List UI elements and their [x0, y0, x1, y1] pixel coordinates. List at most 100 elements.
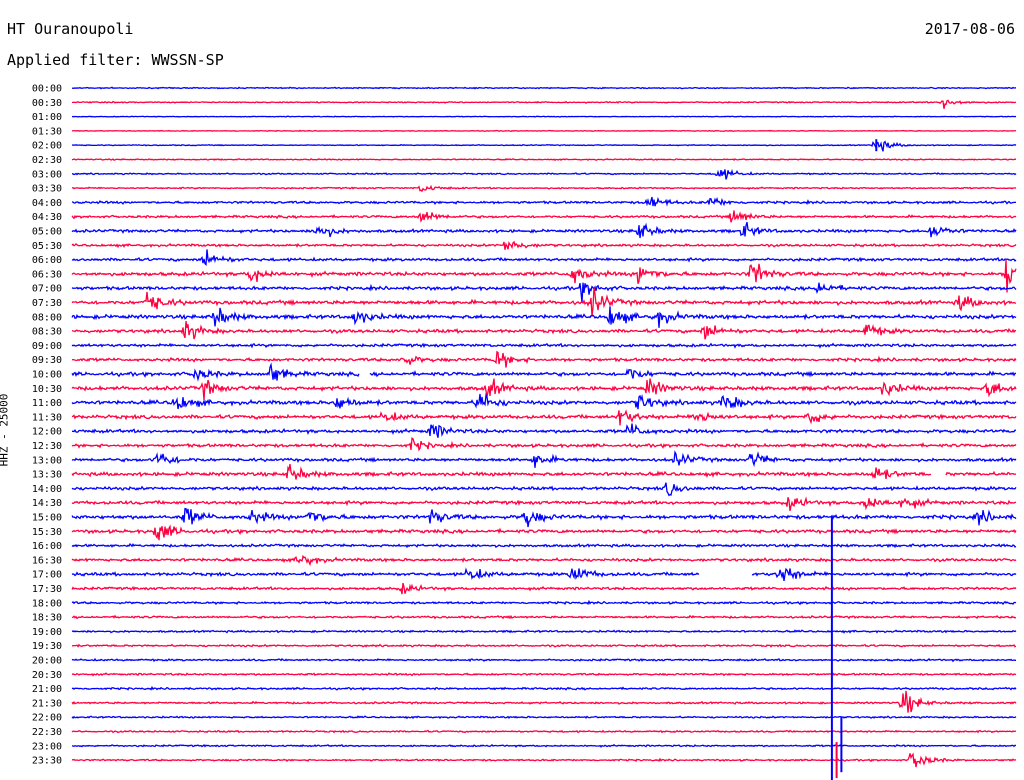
- row-time-label: 11:30: [32, 412, 62, 423]
- row-time-label: 23:30: [32, 756, 62, 767]
- trace-row: [71, 690, 1017, 713]
- station-title: HT Ouranoupoli: [7, 20, 134, 38]
- row-time-label: 04:00: [32, 198, 62, 209]
- row-time-label: 02:30: [32, 155, 62, 166]
- row-time-label: 02:00: [32, 141, 62, 152]
- trace-row: [71, 715, 1017, 720]
- trace-row: [71, 567, 1017, 582]
- row-time-label: 14:00: [32, 484, 62, 495]
- row-time-label: 22:00: [32, 713, 62, 724]
- trace-row: [71, 554, 1017, 567]
- row-time-label: 05:30: [32, 241, 62, 252]
- row-time-label: 10:30: [32, 384, 62, 395]
- row-time-label: 19:00: [32, 627, 62, 638]
- row-time-label: 14:30: [32, 498, 62, 509]
- filter-label: Applied filter: WWSSN-SP: [7, 51, 224, 69]
- trace-row: [71, 643, 1017, 648]
- row-time-label: 01:00: [32, 112, 62, 123]
- row-time-label: 04:30: [32, 212, 62, 223]
- row-time-label: 09:30: [32, 355, 62, 366]
- row-time-label: 21:00: [32, 684, 62, 695]
- row-time-label: 00:00: [32, 84, 62, 95]
- row-time-label: 16:30: [32, 555, 62, 566]
- row-time-label: 17:00: [32, 570, 62, 581]
- trace-row: [71, 752, 1017, 768]
- trace-row: [71, 437, 1017, 452]
- trace-row: [71, 524, 1017, 541]
- trace-row: [71, 409, 1017, 426]
- trace-row: [71, 115, 1017, 118]
- row-time-label: 06:30: [32, 269, 62, 280]
- trace-row: [71, 259, 1017, 293]
- trace-row: [71, 287, 1017, 317]
- trace-row: [71, 657, 1017, 663]
- trace-row: [71, 423, 1017, 438]
- row-time-label: 13:00: [32, 455, 62, 466]
- row-time-label: 09:00: [32, 341, 62, 352]
- row-time-label: 19:30: [32, 641, 62, 652]
- row-time-label: 16:00: [32, 541, 62, 552]
- trace-row: [71, 629, 1017, 634]
- trace-row: [71, 542, 1017, 549]
- trace-row: [71, 282, 1017, 303]
- trace-row: [71, 342, 1017, 349]
- row-time-label: 17:30: [32, 584, 62, 595]
- row-time-label: 20:30: [32, 670, 62, 681]
- trace-row: [71, 463, 1017, 480]
- row-time-label: 18:00: [32, 598, 62, 609]
- trace-row: [71, 743, 1017, 748]
- row-time-label: 22:30: [32, 727, 62, 738]
- trace-row: [71, 99, 1017, 109]
- row-time-label: 05:00: [32, 227, 62, 238]
- row-time-label: 10:00: [32, 370, 62, 381]
- row-time-label: 01:30: [32, 126, 62, 137]
- trace-row: [71, 582, 1017, 595]
- row-time-label: 20:00: [32, 656, 62, 667]
- trace-row: [71, 482, 1017, 497]
- row-time-label: 23:00: [32, 741, 62, 752]
- trace-row: [71, 392, 1017, 410]
- date-label: 2017-08-06: [924, 20, 1015, 38]
- row-time-label: 07:00: [32, 284, 62, 295]
- row-time-label: 03:00: [32, 169, 62, 180]
- row-time-label: 12:00: [32, 427, 62, 438]
- trace-row: [71, 210, 1017, 223]
- trace-row: [71, 221, 1017, 239]
- trace-row: [71, 129, 1017, 133]
- trace-row: [71, 614, 1017, 620]
- trace-row: [71, 249, 1017, 267]
- row-time-label: 03:30: [32, 184, 62, 195]
- trace-row: [71, 140, 1017, 152]
- row-time-label: 18:30: [32, 613, 62, 624]
- trace-row: [71, 158, 1017, 162]
- trace-row: [71, 685, 1017, 691]
- row-time-label: 11:00: [32, 398, 62, 409]
- trace-row: [71, 507, 1017, 528]
- row-time-label: 06:00: [32, 255, 62, 266]
- row-time-label: 12:30: [32, 441, 62, 452]
- row-time-label: 21:30: [32, 698, 62, 709]
- trace-row: [71, 168, 1017, 180]
- row-time-label: 00:30: [32, 98, 62, 109]
- row-time-label: 15:30: [32, 527, 62, 538]
- trace-row: [71, 240, 1017, 250]
- trace-row: [71, 86, 1017, 90]
- trace-row: [71, 306, 1017, 328]
- trace-row: [71, 184, 1017, 193]
- trace-row: [71, 350, 1017, 368]
- row-time-label: 08:30: [32, 327, 62, 338]
- trace-row: [71, 599, 1017, 606]
- trace-row: [71, 321, 1017, 340]
- trace-row: [71, 496, 1017, 512]
- trace-row: [71, 378, 1017, 401]
- row-time-label: 13:30: [32, 470, 62, 481]
- row-time-label: 07:30: [32, 298, 62, 309]
- trace-row: [71, 672, 1017, 677]
- row-time-label: 08:00: [32, 312, 62, 323]
- trace-row: [71, 196, 1017, 207]
- trace-row: [71, 729, 1017, 734]
- trace-row: [71, 362, 1017, 382]
- trace-row: [71, 450, 1017, 468]
- row-time-label: 15:00: [32, 513, 62, 524]
